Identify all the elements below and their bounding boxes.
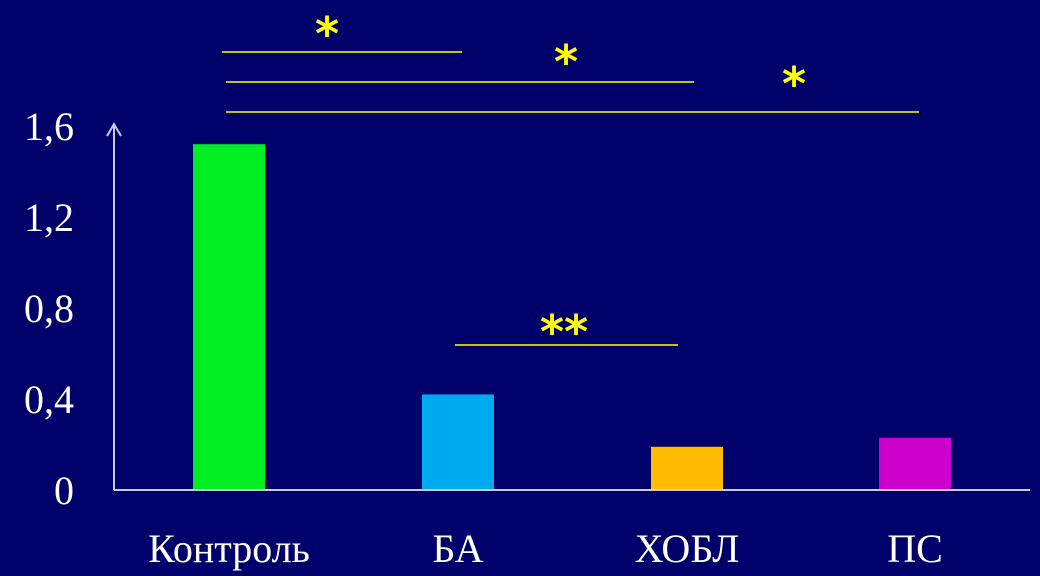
x-tick-label: Контроль [148,526,310,571]
bar-2 [422,394,494,490]
significance-label: ** [540,305,588,359]
axes [106,122,1030,491]
y-tick-label: 1,6 [24,104,74,149]
significance-label: * [782,57,806,111]
bar-3 [651,446,723,490]
bar-4 [879,437,951,490]
significance-label: * [554,35,578,89]
y-axis-ticks: 0 0,4 0,8 1,2 1,6 [24,104,74,513]
bar-1 [193,144,265,490]
y-tick-label: 1,2 [24,195,74,240]
y-tick-label: 0 [54,468,74,513]
y-tick-label: 0,4 [24,377,74,422]
x-tick-label: БА [432,526,483,571]
y-axis-arrow [106,122,122,137]
x-axis-categories: Контроль БА ХОБЛ ПС [148,526,943,571]
x-tick-label: ХОБЛ [635,526,740,571]
x-tick-label: ПС [887,526,943,571]
significance-label: * [315,7,339,61]
bars [193,144,951,490]
y-tick-label: 0,8 [24,286,74,331]
significance-markers: ** *** [222,7,919,359]
